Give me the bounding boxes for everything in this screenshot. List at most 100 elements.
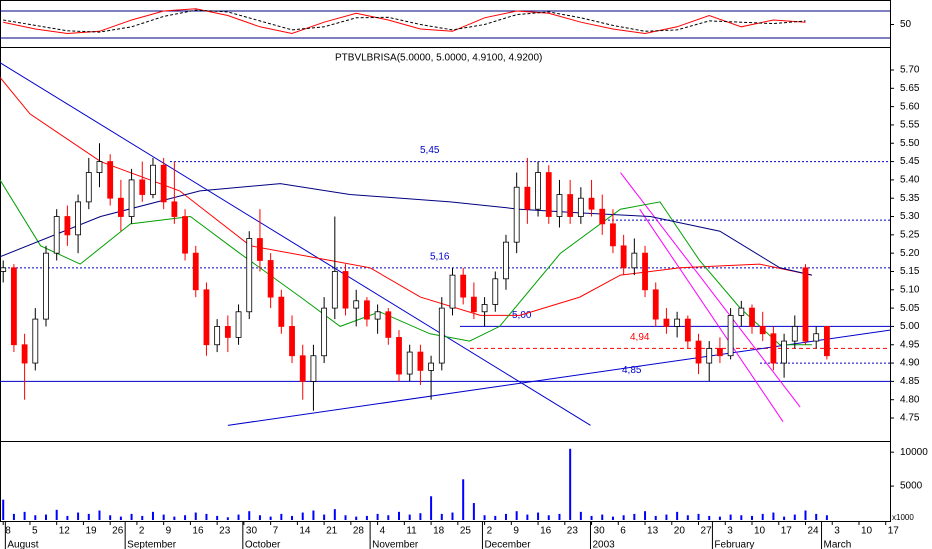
- volume-bar: [344, 515, 347, 520]
- volume-bar: [44, 514, 47, 520]
- candle-body: [85, 172, 92, 203]
- volume-bar: [77, 512, 80, 520]
- volume-bar: [291, 515, 294, 520]
- volume-bar: [783, 516, 786, 520]
- y-tick-label: 5.30: [900, 211, 920, 222]
- x-tick-label: 20: [674, 526, 686, 537]
- x-tick-label: 7: [273, 526, 279, 537]
- volume-bar: [269, 516, 272, 520]
- y-tick-label: 50: [900, 19, 912, 30]
- candle-body: [364, 300, 370, 320]
- volume-bar: [205, 513, 208, 520]
- volume-bar: [494, 515, 497, 520]
- candle-body: [684, 318, 691, 342]
- candle-body: [289, 326, 295, 357]
- candle-body: [481, 304, 488, 313]
- candle-body: [738, 307, 745, 316]
- x-tick-label: 30: [246, 526, 258, 537]
- candle-body: [331, 271, 338, 309]
- y-tick-label: 5.00: [900, 321, 920, 332]
- x-tick-label: 16: [192, 526, 204, 537]
- volume-bar: [323, 514, 326, 520]
- candle-body: [620, 245, 627, 269]
- y-tick-label: 5.70: [900, 65, 920, 76]
- moving-average: [0, 183, 813, 276]
- trend-line: [0, 62, 591, 426]
- candle-body: [642, 252, 648, 291]
- x-tick-label: 3: [834, 526, 840, 537]
- y-tick-label: 5.05: [900, 303, 920, 314]
- candle-body: [417, 351, 424, 371]
- candle-body: [631, 252, 638, 269]
- y-tick-label: 5.15: [900, 266, 920, 277]
- volume-bar: [376, 513, 379, 520]
- volume-bar: [226, 517, 229, 520]
- volume-bar: [398, 511, 401, 520]
- candle-body: [535, 172, 541, 210]
- x-tick-label: 28: [353, 526, 365, 537]
- volume-bar: [66, 515, 69, 520]
- month-label: September: [127, 540, 177, 549]
- candle-body: [567, 194, 574, 217]
- candle-body: [160, 164, 167, 203]
- y-tick-label: 5000: [900, 481, 923, 492]
- candle-body: [791, 326, 798, 342]
- x-tick-label: 18: [433, 526, 445, 537]
- volume-bar: [109, 515, 112, 520]
- volume-bar: [408, 514, 411, 520]
- month-label: February: [714, 540, 754, 549]
- candle-body: [492, 278, 499, 305]
- volume-bar: [590, 515, 593, 520]
- volume-bar: [365, 515, 368, 520]
- candle-body: [545, 172, 552, 217]
- candle-body: [663, 318, 670, 327]
- candle-body: [674, 318, 681, 327]
- candle-body: [524, 186, 531, 210]
- volume-bar: [751, 515, 754, 520]
- volume-bar: [301, 512, 304, 520]
- volume-bar: [815, 513, 818, 520]
- volume-bar: [141, 515, 144, 520]
- level-label: 5,16: [430, 251, 450, 262]
- oscillator-line: [3, 9, 806, 33]
- candle-body: [759, 326, 766, 335]
- candle-body: [150, 164, 156, 195]
- candle-body: [503, 241, 509, 280]
- x-tick-label: 27: [701, 526, 713, 537]
- chart-title: PTBVLBRISA(5.0000, 5.0000, 4.9100, 4.920…: [335, 53, 542, 64]
- candle-body: [556, 194, 563, 217]
- volume-bar: [472, 503, 475, 520]
- month-label: 2003: [592, 540, 615, 549]
- x-tick-label: 17: [781, 526, 793, 537]
- volume-bar: [130, 513, 133, 520]
- level-label: 4,85: [622, 365, 642, 376]
- candle-body: [128, 179, 135, 217]
- candle-body: [342, 271, 349, 309]
- x-tick-label: 4: [380, 526, 386, 537]
- candle-body: [513, 186, 520, 243]
- x-tick-label: 5: [32, 526, 38, 537]
- volume-bar: [537, 512, 540, 520]
- candle-body: [53, 216, 60, 254]
- candle-body: [96, 161, 103, 173]
- volume-bar: [333, 509, 336, 520]
- candle-body: [203, 289, 210, 346]
- x-tick-label: 10: [861, 526, 873, 537]
- panel-frame: [0, 441, 891, 522]
- volume-bar: [622, 515, 625, 520]
- volume-bar: [312, 510, 315, 520]
- x-tick-label: 30: [594, 526, 606, 537]
- trend-line: [227, 329, 891, 426]
- x-tick-label: 6: [620, 526, 626, 537]
- x-tick-label: 19: [85, 526, 97, 537]
- candle-body: [717, 348, 723, 357]
- volume-bar: [772, 512, 775, 520]
- x-tick-label: 12: [59, 526, 71, 537]
- candle-body: [0, 267, 7, 272]
- candle-body: [599, 208, 606, 225]
- volume-bar: [526, 514, 529, 520]
- candle-body: [610, 223, 616, 247]
- volume-bar: [708, 515, 711, 520]
- volume-bar: [601, 514, 604, 520]
